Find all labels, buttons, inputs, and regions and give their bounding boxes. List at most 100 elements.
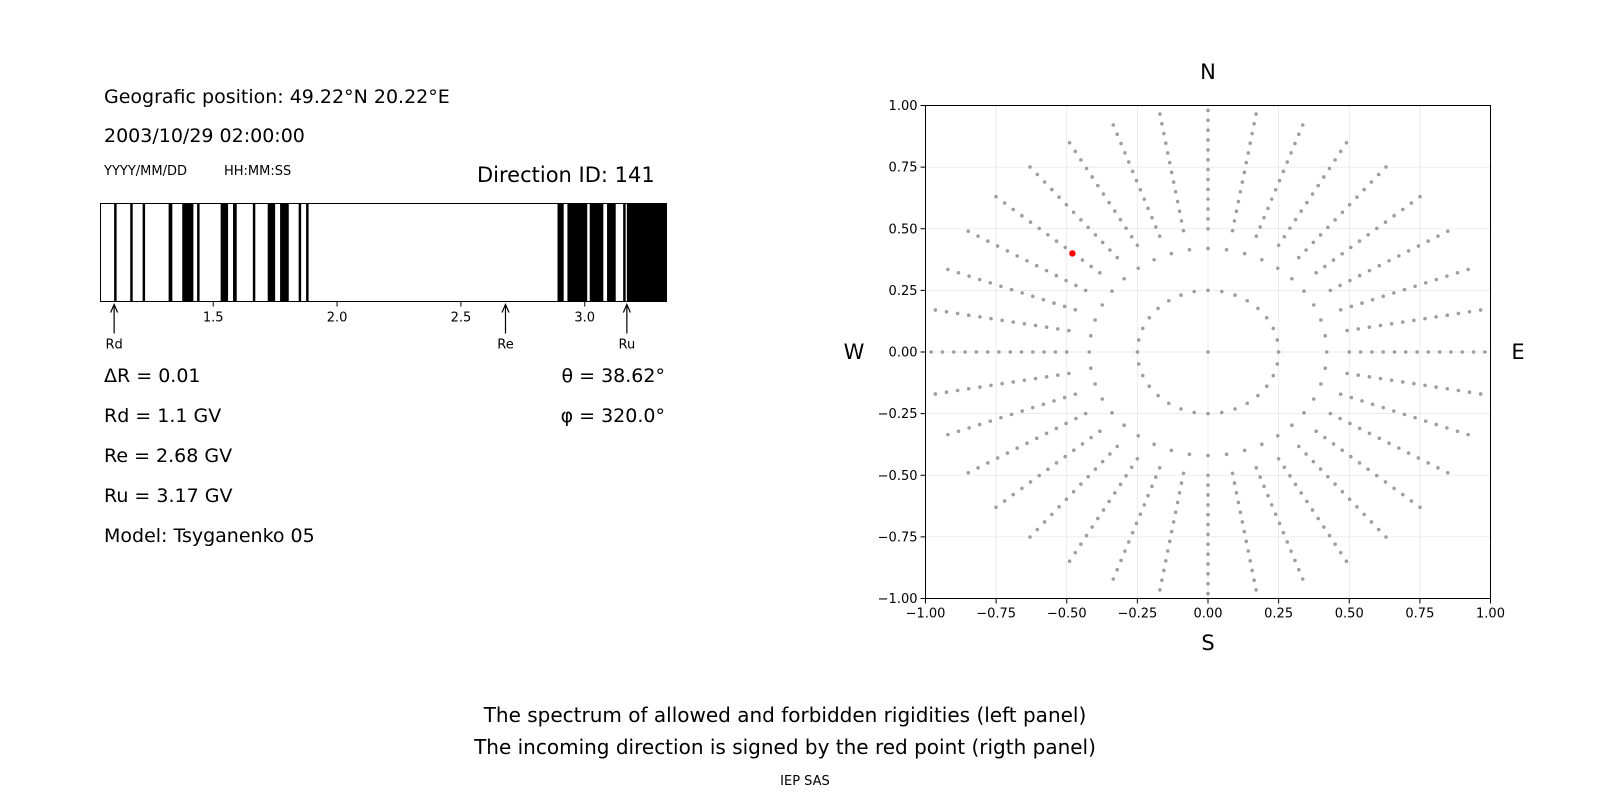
direction-point	[1206, 532, 1210, 537]
direction-point	[1165, 151, 1170, 155]
direction-point	[1206, 226, 1210, 231]
direction-point	[1275, 338, 1280, 342]
direction-point	[986, 239, 990, 243]
direction-point	[1311, 397, 1316, 401]
direction-point	[1206, 542, 1210, 547]
direction-point	[1367, 268, 1372, 273]
direction-point	[1192, 410, 1197, 415]
direction-point	[1011, 207, 1016, 212]
direction-point	[1107, 200, 1111, 205]
direction-point	[1311, 240, 1316, 245]
direction-point	[1400, 380, 1405, 384]
direction-point	[1028, 220, 1033, 224]
direction-point	[1437, 350, 1442, 354]
direction-point	[1402, 412, 1407, 417]
direction-point	[1344, 140, 1349, 145]
direction-point	[1035, 172, 1040, 177]
direction-point	[1483, 350, 1487, 354]
direction-point	[1206, 217, 1210, 221]
direction-point	[1164, 558, 1168, 563]
direction-point	[1310, 508, 1315, 512]
direction-point	[1086, 474, 1090, 479]
direction-point	[1206, 473, 1210, 478]
direction-point	[1416, 244, 1421, 248]
direction-point	[1455, 429, 1460, 434]
direction-point	[1206, 138, 1210, 142]
direction-point	[1426, 350, 1431, 354]
direction-point	[1370, 297, 1375, 302]
direction-point	[1142, 503, 1147, 507]
direction-point	[1324, 350, 1329, 354]
direction-point	[1445, 470, 1450, 475]
direction-point	[1357, 426, 1362, 431]
direction-point	[1073, 308, 1078, 312]
direction-point	[1108, 248, 1112, 252]
direction-point	[1349, 245, 1353, 250]
direction-point	[1262, 484, 1266, 489]
direction-point	[1413, 284, 1417, 289]
direction-point	[1445, 426, 1449, 430]
direction-point	[1240, 520, 1245, 524]
direction-point	[1340, 210, 1345, 215]
direction-point	[1423, 383, 1427, 388]
direction-point	[1406, 451, 1411, 455]
direction-point	[1206, 167, 1210, 172]
direction-point	[1110, 289, 1114, 293]
direction-point	[1230, 471, 1235, 476]
direction-point	[1266, 206, 1270, 211]
direction-point	[1055, 327, 1060, 331]
direction-point	[1093, 318, 1097, 322]
direction-point	[1285, 160, 1290, 164]
direction-point	[1097, 429, 1102, 434]
direction-point	[1271, 373, 1276, 378]
x-tick-label: 0.75	[1405, 607, 1434, 622]
direction-point	[1285, 540, 1290, 544]
spectrum-frame	[100, 203, 667, 302]
direction-point	[1025, 258, 1029, 263]
direction-point	[1028, 535, 1032, 539]
direction-point	[1206, 483, 1210, 487]
direction-point	[1162, 131, 1166, 136]
direction-point	[1233, 293, 1237, 297]
direction-point	[1242, 251, 1247, 256]
direction-point	[1345, 328, 1349, 333]
direction-point	[1349, 454, 1353, 459]
direction-point	[1129, 465, 1134, 470]
direction-point	[1030, 405, 1035, 410]
direction-point	[1053, 350, 1058, 354]
direction-point	[1173, 189, 1178, 194]
direction-point	[1150, 484, 1154, 489]
direction-point	[1260, 442, 1264, 447]
west-label: W	[844, 340, 865, 364]
direction-point	[1057, 195, 1061, 199]
direction-point	[1248, 141, 1252, 146]
direction-point	[1333, 542, 1337, 546]
direction-point	[1206, 581, 1210, 586]
direction-point	[1179, 481, 1184, 485]
direction-point	[1124, 226, 1128, 230]
direction-point	[1258, 475, 1262, 479]
direction-point	[1415, 350, 1419, 354]
direction-point	[1434, 385, 1438, 389]
direction-point	[995, 244, 1000, 248]
direction-point	[1304, 248, 1308, 252]
direction-point	[1423, 281, 1428, 285]
direction-point	[1123, 549, 1127, 554]
direction-point	[1322, 525, 1326, 529]
direction-point	[1100, 303, 1105, 307]
direction-point	[1413, 415, 1417, 420]
direction-point	[1005, 249, 1010, 253]
direction-point	[1230, 228, 1235, 233]
forbidden-band	[252, 203, 256, 302]
marker-arrowhead	[110, 303, 119, 313]
direction-point	[1033, 323, 1038, 328]
direction-point	[1112, 209, 1117, 213]
direction-point	[1338, 392, 1343, 396]
direction-point	[1206, 512, 1210, 517]
direction-point	[1331, 258, 1336, 262]
direction-point	[1305, 499, 1309, 504]
direction-point	[1258, 225, 1262, 229]
direction-point	[1273, 188, 1278, 192]
direction-point	[966, 470, 971, 475]
direction-point	[1466, 432, 1470, 437]
